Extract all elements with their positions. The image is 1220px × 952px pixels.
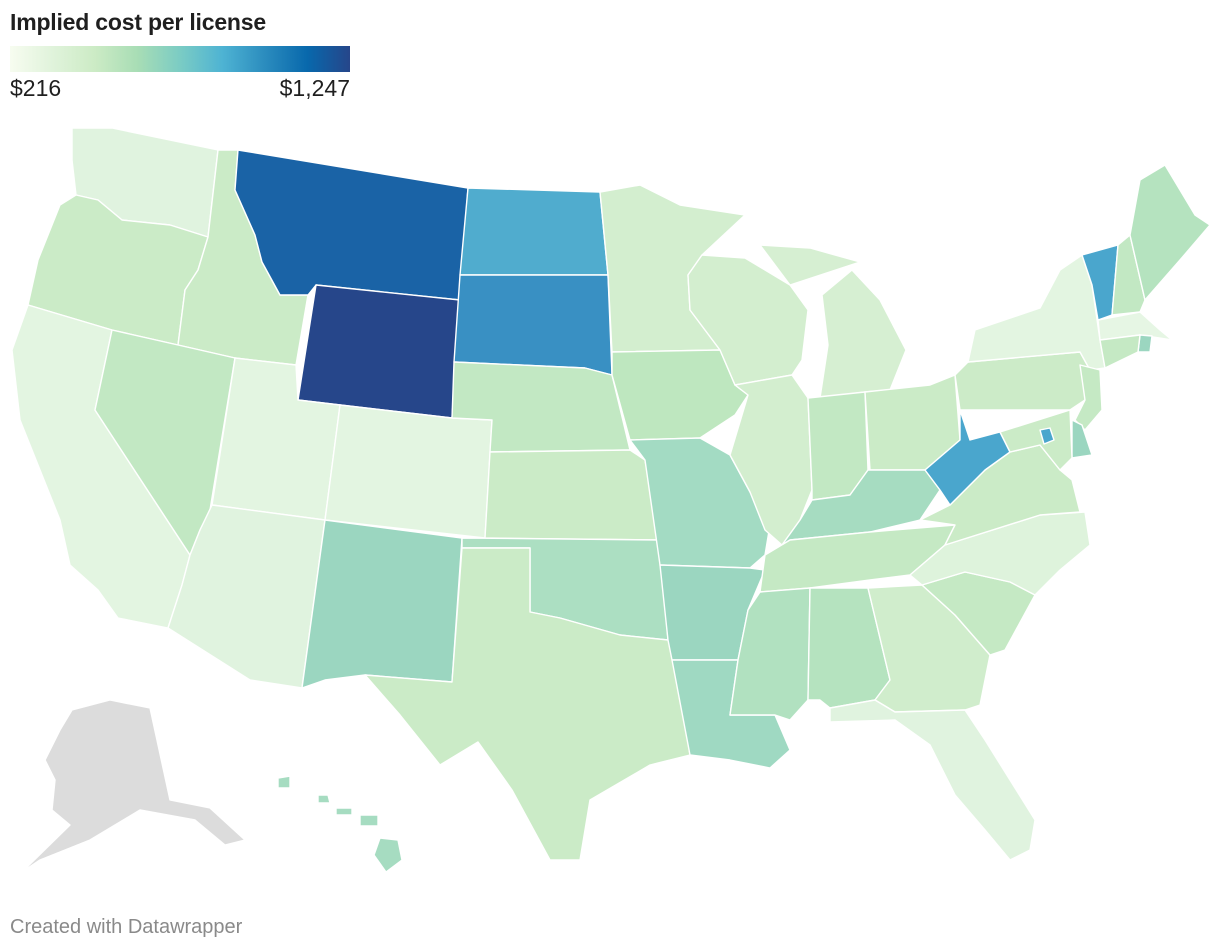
legend-max-label: $1,247 [279, 75, 350, 101]
state-colorado[interactable] [324, 404, 493, 539]
us-choropleth-map [11, 127, 1211, 873]
datawrapper-credit: Created with Datawrapper [10, 916, 243, 938]
state-new-york[interactable] [967, 254, 1106, 371]
state-district-of-columbia[interactable] [1039, 427, 1055, 445]
state-north-dakota[interactable] [459, 187, 609, 276]
state-wyoming[interactable] [297, 284, 461, 419]
state-wisconsin[interactable] [687, 254, 809, 386]
state-vermont[interactable] [1081, 244, 1119, 321]
state-kansas[interactable] [484, 449, 661, 541]
state-connecticut[interactable] [1099, 334, 1141, 369]
state-new-hampshire[interactable] [1111, 234, 1146, 316]
state-south-dakota[interactable] [453, 274, 613, 376]
state-new-mexico[interactable] [301, 519, 463, 689]
state-alaska[interactable] [21, 699, 246, 873]
legend-title: Implied cost per license [10, 9, 266, 35]
state-hawaii[interactable] [277, 775, 403, 873]
legend-color-scale [10, 46, 350, 72]
state-maryland[interactable] [999, 409, 1073, 471]
state-texas[interactable] [364, 547, 691, 861]
state-missouri[interactable] [629, 437, 771, 569]
state-maine[interactable] [1129, 164, 1211, 301]
legend-min-label: $216 [10, 75, 62, 101]
state-montana[interactable] [234, 149, 469, 301]
state-new-jersey[interactable] [1074, 364, 1103, 431]
state-florida[interactable] [829, 699, 1036, 861]
